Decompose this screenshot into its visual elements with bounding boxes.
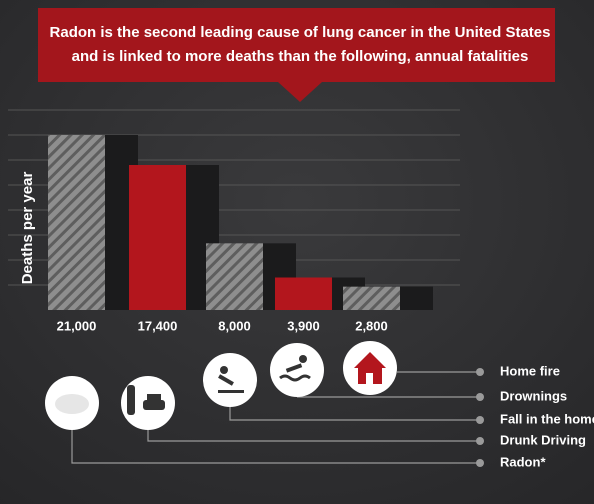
- connector: [147, 430, 478, 442]
- category-label: Radon*: [500, 454, 546, 469]
- connector: [229, 407, 478, 421]
- y-axis-label: Deaths per year: [19, 172, 36, 285]
- bar: [206, 243, 263, 310]
- icons: [45, 341, 397, 430]
- chart-title: and is linked to more deaths than the fo…: [72, 48, 529, 65]
- connector: [71, 430, 478, 464]
- value-label: 2,800: [355, 318, 388, 333]
- value-label: 21,000: [57, 318, 97, 333]
- category-label: Drownings: [500, 388, 567, 403]
- bar: [343, 286, 400, 310]
- value-label: 17,400: [138, 318, 178, 333]
- bar: [275, 277, 332, 310]
- legend-dot: [476, 393, 484, 401]
- title-banner: [38, 8, 555, 102]
- chart-title: Radon is the second leading cause of lun…: [50, 24, 551, 41]
- legend-dot: [476, 437, 484, 445]
- value-label: 8,000: [218, 318, 251, 333]
- category-label: Fall in the home: [500, 411, 594, 426]
- bar-shadow: [400, 286, 433, 310]
- legend-dot: [476, 368, 484, 376]
- value-label: 3,900: [287, 318, 320, 333]
- category-label: Home fire: [500, 363, 560, 378]
- legend-dot: [476, 416, 484, 424]
- category-label: Drunk Driving: [500, 432, 586, 447]
- legend-dot: [476, 459, 484, 467]
- bar: [129, 165, 186, 310]
- bar: [48, 135, 105, 310]
